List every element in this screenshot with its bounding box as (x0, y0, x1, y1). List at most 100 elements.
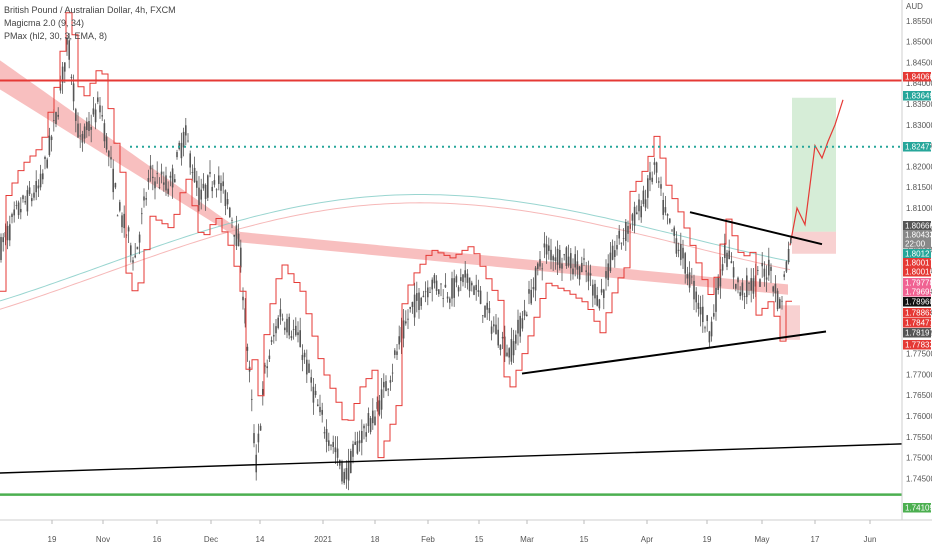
candle-body (68, 40, 70, 60)
pmax-step-line (0, 12, 792, 459)
candle-body (90, 127, 92, 130)
y-tick-label: 1.77000 (906, 370, 932, 379)
candle (455, 274, 458, 288)
price-badge-bg (903, 230, 931, 240)
candle-body (114, 183, 117, 188)
candle (746, 267, 748, 305)
y-tick-label: 1.75500 (906, 433, 932, 442)
candle (154, 177, 156, 200)
candle (605, 259, 607, 291)
price-badge: 1.78471 (903, 318, 932, 328)
y-tick-label: 1.75000 (906, 454, 932, 463)
price-badge-bg (903, 249, 931, 259)
x-tick-label: Dec (204, 535, 218, 544)
candle-body (596, 295, 598, 306)
y-tick-label: 1.76500 (906, 391, 932, 400)
candle (583, 248, 585, 267)
candle (592, 279, 594, 308)
candle-body (735, 283, 737, 289)
candle (257, 423, 260, 453)
candle (435, 275, 438, 295)
x-tick-label: 18 (371, 535, 380, 544)
candle (541, 263, 543, 281)
candle (22, 194, 24, 203)
y-tick-label: 1.83500 (906, 100, 932, 109)
candle-body (152, 176, 154, 179)
candle-body (266, 366, 268, 369)
candle-body (341, 461, 343, 482)
candle (127, 225, 130, 243)
candle-body (625, 221, 627, 241)
candle (31, 193, 33, 207)
candle-body (398, 336, 400, 345)
price-badge: 1.79695 (903, 287, 932, 297)
candle (275, 318, 277, 342)
candle-body (781, 300, 783, 302)
projected-path (789, 99, 844, 246)
candle (246, 343, 249, 362)
candle-body (343, 471, 345, 484)
candle (314, 383, 317, 398)
candle (363, 423, 365, 440)
candle (710, 316, 713, 342)
candle (303, 349, 306, 364)
candle (211, 181, 213, 199)
candle-body (416, 293, 418, 301)
candle-body (442, 298, 444, 299)
candle-body (616, 245, 618, 250)
candle-body (523, 310, 526, 316)
candle-body (257, 433, 260, 443)
x-tick-label: Mar (520, 535, 534, 544)
candle-body (776, 290, 779, 310)
candle (396, 344, 398, 361)
candle-body (715, 287, 717, 312)
x-tick-label: Apr (641, 535, 654, 544)
candle (739, 286, 741, 300)
candle-body (13, 209, 15, 216)
candle-body (211, 186, 213, 192)
candle-body (407, 318, 409, 320)
candle-body (92, 108, 95, 115)
candle-body (451, 278, 453, 299)
candle-body (541, 268, 543, 270)
candle-body (218, 175, 220, 184)
y-tick-label: 1.74500 (906, 474, 932, 483)
candle-body (376, 401, 378, 409)
candle-body (768, 259, 770, 276)
candle-body (127, 227, 130, 232)
candle-body (231, 219, 233, 221)
candle-body (130, 245, 132, 256)
candle-body (761, 262, 763, 267)
candle (160, 163, 163, 184)
candle (387, 388, 389, 397)
candle-body (449, 298, 451, 303)
candle-body (424, 291, 427, 293)
candle-body (112, 168, 114, 193)
candle-body (587, 272, 590, 282)
candle-body (438, 289, 440, 295)
candle-body (413, 294, 416, 318)
price-badge-bg (903, 287, 931, 297)
candle (429, 286, 431, 293)
candle-body (704, 327, 706, 329)
legend-indicator-pmax[interactable]: PMax (hl2, 30, 3, EMA, 8) (4, 31, 108, 41)
candle (235, 215, 238, 250)
legend-symbol[interactable]: British Pound / Australian Dollar, 4h, F… (4, 5, 176, 15)
candle-body (198, 187, 200, 206)
y-tick-label: 1.84000 (906, 79, 932, 88)
candle (662, 192, 664, 220)
candle (759, 278, 761, 288)
candle (534, 265, 537, 302)
y-tick-label: 1.81000 (906, 204, 932, 213)
price-badge-bg (903, 258, 931, 268)
price-badge-label: 1.78471 (905, 319, 932, 328)
candle (149, 154, 152, 182)
y-tick-label: 1.85000 (906, 38, 932, 47)
legend-indicator-magicma[interactable]: Magicma 2.0 (9, 34) (4, 18, 85, 28)
candle (477, 279, 480, 297)
candle (526, 311, 528, 317)
candle-body (394, 350, 396, 355)
candle-body (251, 398, 253, 400)
candle (785, 260, 788, 274)
candle (35, 170, 37, 201)
